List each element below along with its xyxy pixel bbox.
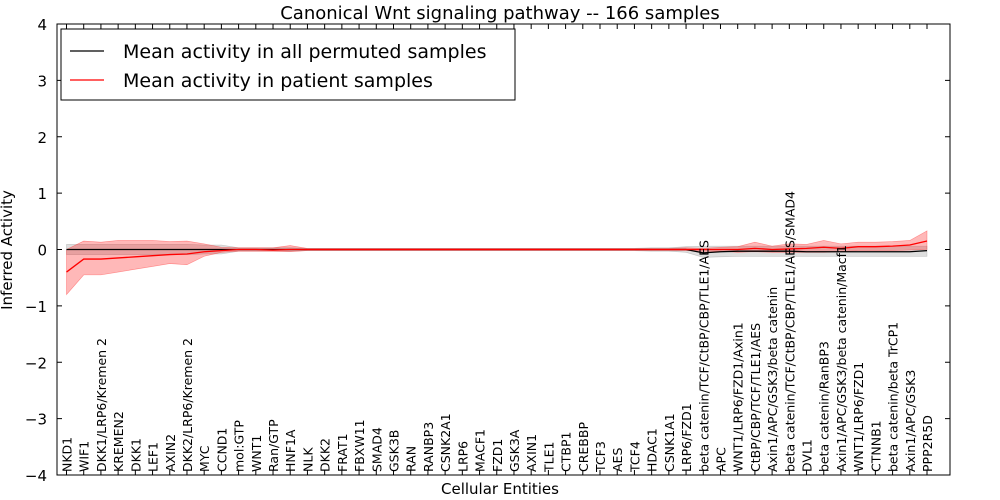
x-tick-label: FRAT1 (335, 433, 350, 472)
chart-title: Canonical Wnt signaling pathway -- 166 s… (280, 3, 720, 24)
y-tick-label: −4 (25, 467, 47, 485)
x-tick-label: beta catenin/beta TrCP1 (886, 322, 901, 472)
x-tick-label: TCF3 (593, 441, 608, 473)
x-tick-label: TCF4 (627, 441, 642, 473)
x-axis-ticks (66, 24, 928, 475)
x-axis-label: Cellular Entities (441, 480, 559, 498)
confidence-band-patient (66, 230, 928, 296)
x-tick-labels: NKD1 WIF1 DKK1/LRP6/Kremen 2 KREMEN2 DKK1 LEF… (60, 191, 936, 473)
x-tick-label: AXIN2 (163, 434, 178, 472)
x-tick-label: DKK2 (318, 438, 333, 472)
x-tick-label: LEF1 (146, 442, 161, 472)
x-tick-label: DKK1/LRP6/Kremen 2 (94, 338, 109, 472)
series-line-patient (66, 240, 928, 273)
x-tick-label: TLE1 (541, 442, 556, 473)
x-tick-label: WNT1 (249, 435, 264, 472)
x-tick-label: Axin1/APC/GSK3/beta catenin (765, 287, 780, 472)
x-tick-label: SMAD4 (369, 427, 384, 472)
y-tick-label: 0 (37, 242, 47, 260)
y-tick-label: −3 (25, 411, 47, 429)
x-tick-label: GSK3B (386, 430, 401, 472)
x-tick-label: CtBP/CBP/TCF/TLE1/AES (748, 323, 763, 472)
x-tick-label: Axin1/APC/GSK3 (903, 370, 918, 472)
x-tick-label: Ran/GTP (266, 419, 281, 472)
x-tick-label: APC (713, 447, 728, 472)
x-tick-label: mol:GTP (232, 420, 247, 472)
x-tick-label: RAN (404, 446, 419, 472)
y-tick-label: −1 (25, 298, 47, 316)
x-tick-label: PPP2R5D (920, 415, 935, 472)
x-tick-label: FBXW11 (352, 419, 367, 472)
confidence-bands (66, 230, 928, 296)
x-tick-label: GSK3A (507, 429, 522, 472)
x-tick-label: WIF1 (77, 441, 92, 472)
legend-box (60, 28, 516, 101)
x-tick-label: NLK (300, 447, 315, 472)
x-tick-label: FZD1 (490, 439, 505, 472)
x-tick-label: CSNK2A1 (438, 413, 453, 472)
y-tick-label: 4 (37, 16, 47, 34)
y-tick-label: −2 (25, 354, 47, 372)
legend-label-patient: Mean activity in patient samples (123, 70, 433, 92)
x-tick-label: beta catenin/RanBP3 (817, 341, 832, 472)
x-tick-label: NKD1 (60, 437, 75, 472)
x-tick-label: DKK2/LRP6/Kremen 2 (180, 338, 195, 472)
series-lines (66, 240, 928, 273)
legend: Mean activity in all permuted samples Me… (60, 28, 516, 101)
x-tick-label: LRP6/FZD1 (679, 403, 694, 472)
y-tick-label: 2 (37, 129, 47, 147)
x-tick-label: MYC (197, 445, 212, 472)
x-tick-label: HNF1A (283, 429, 298, 472)
y-tick-label: 1 (37, 185, 47, 203)
x-tick-label: HDAC1 (645, 428, 660, 472)
x-tick-label: CREBBP (576, 422, 591, 472)
x-tick-label: KREMEN2 (111, 411, 126, 472)
x-tick-label: LRP6 (455, 441, 470, 472)
x-tick-label: MACF1 (473, 429, 488, 472)
x-tick-label: beta catenin/TCF/CtBP/CBP/TLE1/AES (696, 240, 711, 472)
legend-label-permuted: Mean activity in all permuted samples (123, 41, 486, 63)
x-tick-label: WNT1/LRP6/FZD1 (851, 362, 866, 472)
x-tick-label: DKK1 (128, 438, 143, 472)
x-tick-label: WNT1/LRP6/FZD1/Axin1 (731, 322, 746, 472)
x-tick-label: CTBP1 (559, 432, 574, 472)
x-tick-label: beta catenin/TCF/CtBP/CBP/TLE1/AES/SMAD4 (782, 191, 797, 472)
x-tick-label: Axin1/APC/GSK3/beta catenin/Macf1 (834, 245, 849, 472)
x-tick-label: CCND1 (214, 428, 229, 472)
y-axis-ticks: −4 −3 −2 −1 0 1 2 3 4 (25, 16, 950, 485)
x-tick-label: AXIN1 (524, 434, 539, 472)
x-tick-label: RANBP3 (421, 422, 436, 472)
plot-frame (56, 23, 951, 476)
x-tick-label: CTNNB1 (868, 420, 883, 472)
y-tick-label: 3 (37, 72, 47, 90)
x-tick-label: DVL1 (800, 439, 815, 472)
x-tick-label: AES (610, 448, 625, 472)
y-axis-label: Inferred Activity (0, 190, 16, 310)
x-tick-label: CSNK1A1 (662, 413, 677, 472)
